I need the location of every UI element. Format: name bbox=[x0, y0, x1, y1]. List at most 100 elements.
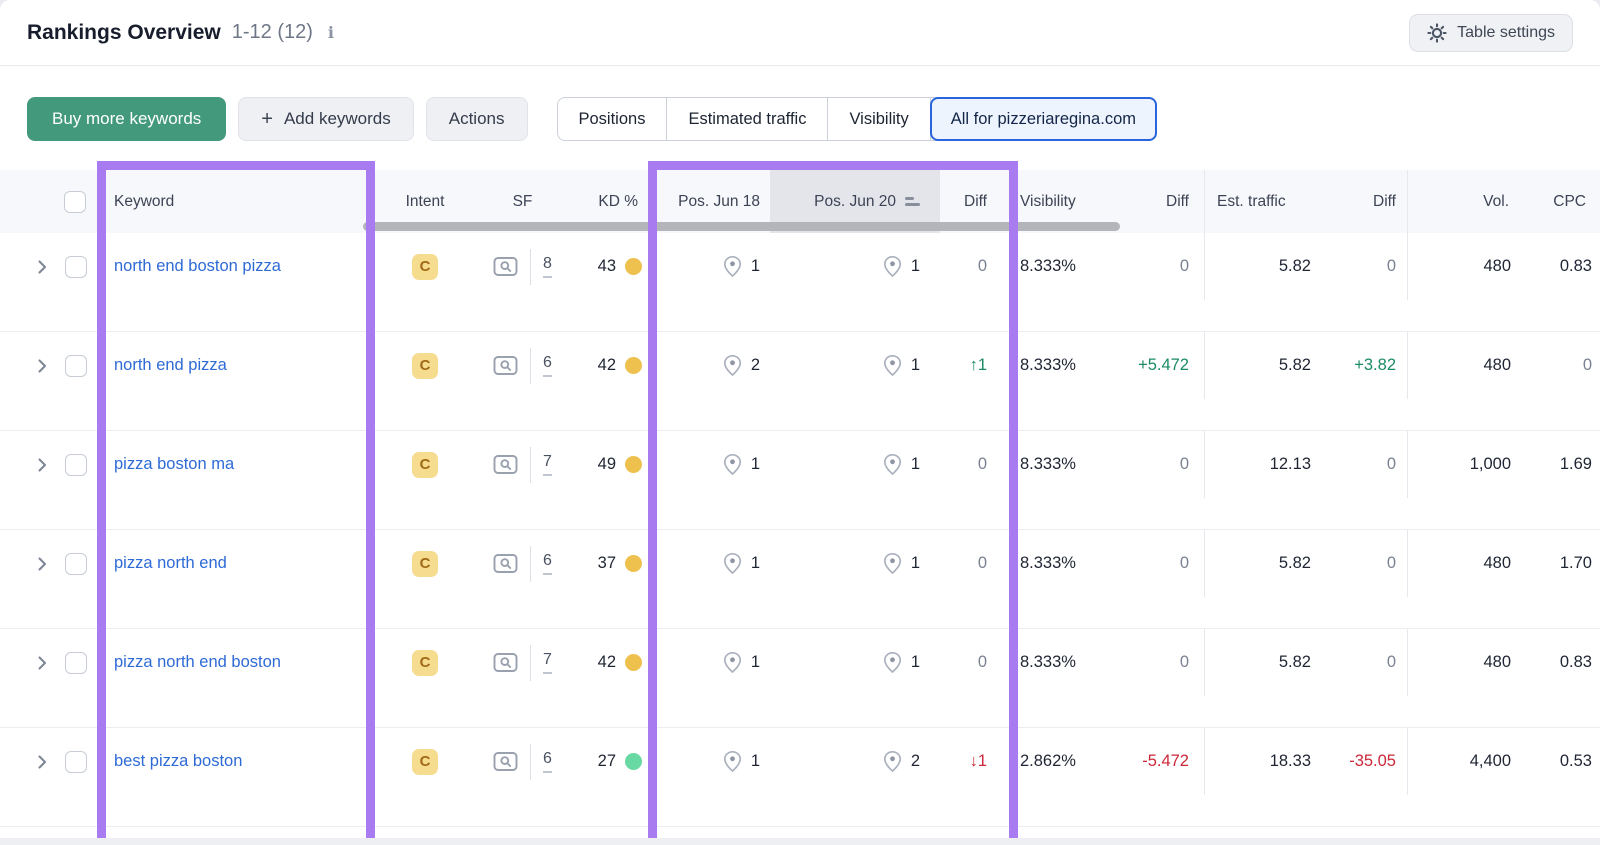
intent-badge: C bbox=[412, 550, 438, 577]
position-diff-value: 0 bbox=[977, 455, 987, 473]
row-checkbox[interactable] bbox=[65, 354, 87, 377]
location-pin-icon bbox=[722, 255, 743, 278]
kd-cell: 27 bbox=[570, 728, 650, 795]
keyword-link[interactable]: north end boston pizza bbox=[114, 257, 281, 275]
keyword-link[interactable]: north end pizza bbox=[114, 356, 227, 374]
serp-features-cell: 8 bbox=[475, 233, 570, 300]
tab-estimated-traffic[interactable]: Estimated traffic bbox=[667, 98, 829, 140]
serp-preview-icon[interactable] bbox=[493, 750, 518, 773]
serp-features-count[interactable]: 8 bbox=[543, 255, 552, 278]
chevron-right-icon[interactable] bbox=[33, 456, 51, 474]
chevron-right-icon[interactable] bbox=[33, 258, 51, 276]
serp-features-count[interactable]: 7 bbox=[543, 651, 552, 674]
column-header-pos-jun-18[interactable]: Pos. Jun 18 bbox=[678, 192, 760, 210]
tab-positions[interactable]: Positions bbox=[558, 98, 668, 140]
row-checkbox[interactable] bbox=[65, 750, 87, 773]
column-header-volume[interactable]: Vol. bbox=[1483, 192, 1509, 210]
horizontal-scrollbar-thumb[interactable] bbox=[363, 222, 1120, 231]
column-header-cpc[interactable]: CPC bbox=[1553, 192, 1586, 210]
pos-jun-18-value: 1 bbox=[750, 554, 760, 572]
column-header-est-traffic-diff[interactable]: Diff bbox=[1315, 170, 1408, 233]
table-row: pizza boston ma C 7 49 bbox=[0, 431, 1600, 530]
pos-jun-18-value: 1 bbox=[750, 653, 760, 671]
serp-preview-icon[interactable] bbox=[493, 651, 518, 674]
page-title: Rankings Overview bbox=[27, 20, 221, 44]
serp-features-count[interactable]: 6 bbox=[543, 552, 552, 575]
kd-difficulty-dot bbox=[625, 456, 642, 473]
volume-value: 1,000 bbox=[1469, 455, 1511, 473]
keyword-link[interactable]: best pizza boston bbox=[114, 752, 243, 770]
serp-preview-icon[interactable] bbox=[493, 453, 518, 476]
column-header-est-traffic[interactable]: Est. traffic bbox=[1217, 192, 1286, 210]
table-row: north end boston pizza C 8 43 bbox=[0, 233, 1600, 332]
est-traffic-diff-value: 0 bbox=[1315, 431, 1408, 498]
row-select-cell bbox=[0, 431, 97, 498]
cpc-value: 0.53 bbox=[1559, 752, 1592, 770]
row-checkbox[interactable] bbox=[65, 255, 87, 278]
tab-all-for-domain[interactable]: All for pizzeriaregina.com bbox=[929, 97, 1157, 141]
intent-cell: C bbox=[375, 530, 475, 597]
visibility-value: 8.333% bbox=[1020, 653, 1076, 671]
row-checkbox[interactable] bbox=[65, 651, 87, 674]
keyword-link[interactable]: pizza boston ma bbox=[114, 455, 235, 473]
table-body: north end boston pizza C 8 43 bbox=[0, 233, 1600, 827]
serp-features-count[interactable]: 6 bbox=[543, 354, 552, 377]
location-pin-icon bbox=[882, 750, 903, 773]
row-select-cell bbox=[0, 233, 97, 300]
row-checkbox[interactable] bbox=[65, 453, 87, 476]
pos-jun-18-cell: 1 bbox=[650, 530, 770, 597]
tab-visibility[interactable]: Visibility bbox=[828, 98, 931, 140]
chevron-right-icon[interactable] bbox=[33, 357, 51, 375]
select-all-cell bbox=[0, 170, 97, 233]
table-row: best pizza boston C 6 27 bbox=[0, 728, 1600, 827]
location-pin-icon bbox=[722, 651, 743, 674]
column-header-keyword[interactable]: Keyword bbox=[114, 192, 175, 210]
chevron-right-icon[interactable] bbox=[33, 654, 51, 672]
kd-value: 27 bbox=[597, 752, 616, 770]
select-all-checkbox[interactable] bbox=[64, 190, 86, 213]
column-header-sf[interactable]: SF bbox=[512, 192, 533, 210]
volume-value: 4,400 bbox=[1469, 752, 1511, 770]
cpc-value: 0.83 bbox=[1559, 653, 1592, 671]
info-icon[interactable]: i bbox=[327, 23, 334, 42]
column-header-intent[interactable]: Intent bbox=[405, 192, 445, 210]
keyword-link[interactable]: pizza north end bbox=[114, 554, 227, 572]
pos-jun-20-cell: 1 bbox=[770, 233, 940, 300]
serp-features-cell: 6 bbox=[475, 728, 570, 795]
column-header-visibility[interactable]: Visibility bbox=[1020, 192, 1076, 210]
intent-cell: C bbox=[375, 728, 475, 795]
add-keywords-label: Add keywords bbox=[283, 109, 391, 128]
row-checkbox[interactable] bbox=[65, 552, 87, 575]
serp-features-count[interactable]: 7 bbox=[543, 453, 552, 476]
add-keywords-button[interactable]: + Add keywords bbox=[238, 97, 414, 141]
serp-preview-icon[interactable] bbox=[493, 552, 518, 575]
table-row: pizza north end C 6 37 bbox=[0, 530, 1600, 629]
position-diff-value: ↑1 bbox=[969, 356, 987, 374]
position-diff-value: 0 bbox=[977, 257, 987, 275]
pos-jun-20-cell: 1 bbox=[770, 431, 940, 498]
location-pin-icon bbox=[722, 552, 743, 575]
volume-value: 480 bbox=[1483, 257, 1511, 275]
column-header-visibility-diff[interactable]: Diff bbox=[1108, 170, 1205, 233]
table-settings-button[interactable]: Table settings bbox=[1409, 13, 1573, 52]
serp-preview-icon[interactable] bbox=[493, 255, 518, 278]
serp-features-count[interactable]: 6 bbox=[543, 750, 552, 773]
buy-more-keywords-button[interactable]: Buy more keywords bbox=[27, 97, 227, 141]
chevron-right-icon[interactable] bbox=[33, 753, 51, 771]
table-row: pizza north end boston C 7 42 bbox=[0, 629, 1600, 728]
visibility-diff-value: 0 bbox=[1108, 431, 1205, 498]
actions-button[interactable]: Actions bbox=[425, 97, 528, 141]
kd-cell: 37 bbox=[570, 530, 650, 597]
keyword-link[interactable]: pizza north end boston bbox=[114, 653, 281, 671]
kd-value: 42 bbox=[597, 653, 616, 671]
pos-jun-20-value: 2 bbox=[910, 752, 920, 770]
row-select-cell bbox=[0, 629, 97, 696]
est-traffic-value: 5.82 bbox=[1278, 356, 1311, 374]
column-header-kd[interactable]: KD % bbox=[598, 192, 638, 210]
column-header-pos-diff[interactable]: Diff bbox=[964, 192, 987, 210]
chevron-right-icon[interactable] bbox=[33, 555, 51, 573]
serp-preview-icon[interactable] bbox=[493, 354, 518, 377]
location-pin-icon bbox=[882, 552, 903, 575]
keyword-cell: north end pizza bbox=[97, 332, 375, 399]
